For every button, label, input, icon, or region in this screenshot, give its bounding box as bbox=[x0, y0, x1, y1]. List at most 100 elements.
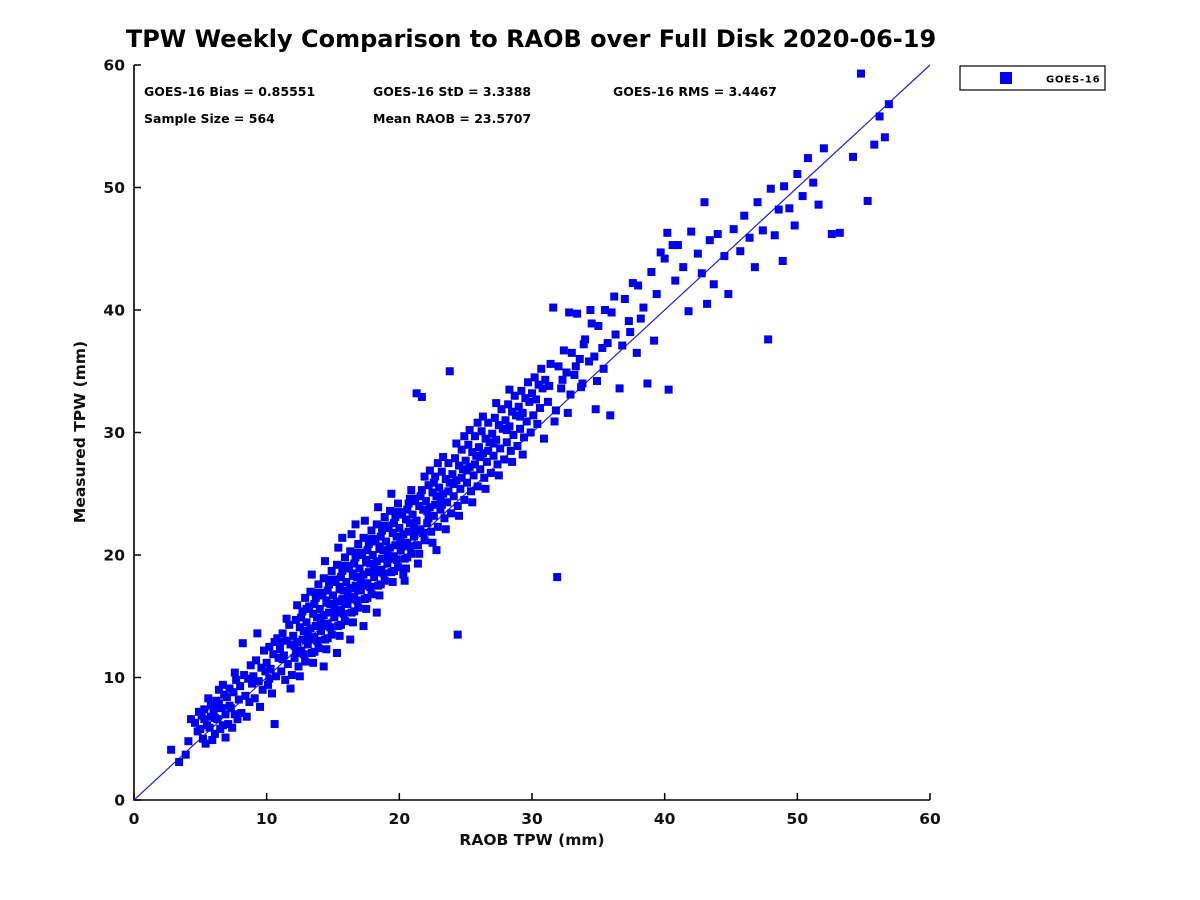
scatter-point bbox=[433, 522, 442, 531]
scatter-point bbox=[230, 668, 239, 677]
scatter-point bbox=[493, 460, 502, 469]
legend: GOES-16 bbox=[959, 65, 1106, 91]
scatter-point bbox=[421, 497, 430, 506]
scatter-point bbox=[466, 487, 475, 496]
scatter-point bbox=[835, 228, 844, 237]
scatter-point bbox=[554, 362, 563, 371]
scatter-point bbox=[452, 439, 461, 448]
scatter-point bbox=[538, 384, 547, 393]
scatter-point bbox=[364, 568, 373, 577]
scatter-point bbox=[317, 614, 326, 623]
scatter-point bbox=[451, 454, 460, 463]
scatter-point bbox=[395, 524, 404, 533]
scatter-point bbox=[535, 404, 544, 412]
scatter-point bbox=[338, 533, 347, 542]
scatter-point bbox=[436, 493, 445, 502]
scatter-point bbox=[447, 509, 456, 518]
scatter-point bbox=[246, 661, 255, 670]
scatter-point bbox=[664, 385, 673, 394]
scatter-point bbox=[248, 679, 257, 688]
scatter-point bbox=[291, 615, 300, 624]
scatter-point bbox=[513, 441, 522, 450]
scatter-point bbox=[626, 328, 635, 337]
scatter-point bbox=[790, 221, 799, 230]
scatter-point bbox=[228, 723, 237, 732]
scatter-point bbox=[628, 279, 637, 288]
scatter-point bbox=[250, 694, 259, 703]
scatter-point bbox=[270, 637, 279, 646]
scatter-point bbox=[766, 184, 775, 193]
scatter-point bbox=[587, 319, 596, 328]
scatter-point bbox=[440, 514, 449, 523]
scatter-point bbox=[210, 713, 219, 722]
scatter-point bbox=[310, 647, 319, 656]
scatter-point bbox=[329, 577, 337, 586]
scatter-point bbox=[429, 478, 438, 487]
scatter-point bbox=[206, 701, 215, 710]
scatter-point bbox=[295, 672, 304, 681]
scatter-point bbox=[620, 294, 629, 303]
scatter-point bbox=[310, 600, 319, 608]
scatter-point bbox=[350, 559, 359, 568]
scatter-point bbox=[315, 604, 324, 613]
scatter-point bbox=[368, 551, 377, 559]
scatter-point bbox=[198, 734, 207, 743]
scatter-point bbox=[593, 377, 602, 386]
scatter-point bbox=[486, 468, 495, 477]
scatter-point bbox=[409, 532, 418, 541]
scatter-point bbox=[311, 622, 320, 631]
scatter-point bbox=[567, 348, 576, 357]
scatter-point bbox=[488, 429, 497, 438]
scatter-point bbox=[342, 577, 351, 586]
scatter-point bbox=[455, 511, 464, 520]
scatter-point bbox=[317, 626, 326, 635]
scatter-point bbox=[553, 573, 562, 582]
scatter-point bbox=[606, 411, 615, 420]
scatter-point bbox=[673, 241, 682, 250]
scatter-point bbox=[441, 525, 450, 534]
scatter-point bbox=[200, 715, 209, 724]
scatter-point bbox=[566, 390, 575, 399]
scatter-point bbox=[624, 317, 633, 326]
scatter-point bbox=[367, 526, 376, 535]
scatter-point bbox=[269, 650, 278, 659]
scatter-point bbox=[346, 547, 355, 556]
x-tick-label: 30 bbox=[521, 810, 543, 828]
scatter-point bbox=[437, 467, 446, 476]
scatter-point bbox=[502, 426, 511, 435]
scatter-point bbox=[500, 455, 509, 464]
scatter-point bbox=[348, 571, 357, 580]
scatter-point bbox=[355, 551, 364, 559]
legend-label: GOES-16 bbox=[1046, 75, 1100, 86]
scatter-point bbox=[575, 355, 584, 363]
scatter-point bbox=[543, 397, 552, 406]
scatter-point bbox=[469, 471, 478, 480]
scatter-point bbox=[435, 483, 444, 492]
scatter-point bbox=[492, 399, 501, 408]
stat-bias: GOES-16 Bias = 0.85551 bbox=[144, 84, 315, 99]
scatter-point bbox=[297, 613, 306, 622]
y-tick-label: 20 bbox=[103, 547, 125, 565]
scatter-point bbox=[290, 653, 299, 662]
scatter-point bbox=[579, 340, 588, 349]
scatter-point bbox=[598, 343, 607, 352]
scatter-point bbox=[639, 303, 648, 312]
scatter-point bbox=[400, 576, 409, 585]
scatter-point bbox=[884, 100, 893, 109]
scatter-point bbox=[376, 532, 385, 541]
y-tick-label: 50 bbox=[103, 179, 125, 197]
scatter-point bbox=[370, 573, 379, 582]
scatter-point bbox=[600, 306, 609, 314]
scatter-point bbox=[214, 699, 223, 708]
scatter-point bbox=[321, 557, 330, 566]
scatter-point bbox=[347, 530, 356, 539]
scatter-point bbox=[429, 511, 438, 520]
scatter-point bbox=[539, 434, 548, 443]
scatter-point bbox=[468, 498, 477, 507]
scatter-point bbox=[412, 389, 421, 398]
scatter-point bbox=[581, 335, 590, 344]
scatter-point bbox=[464, 440, 473, 449]
scatter-point bbox=[302, 604, 311, 613]
scatter-point bbox=[222, 693, 231, 702]
scatter-point bbox=[437, 500, 446, 509]
